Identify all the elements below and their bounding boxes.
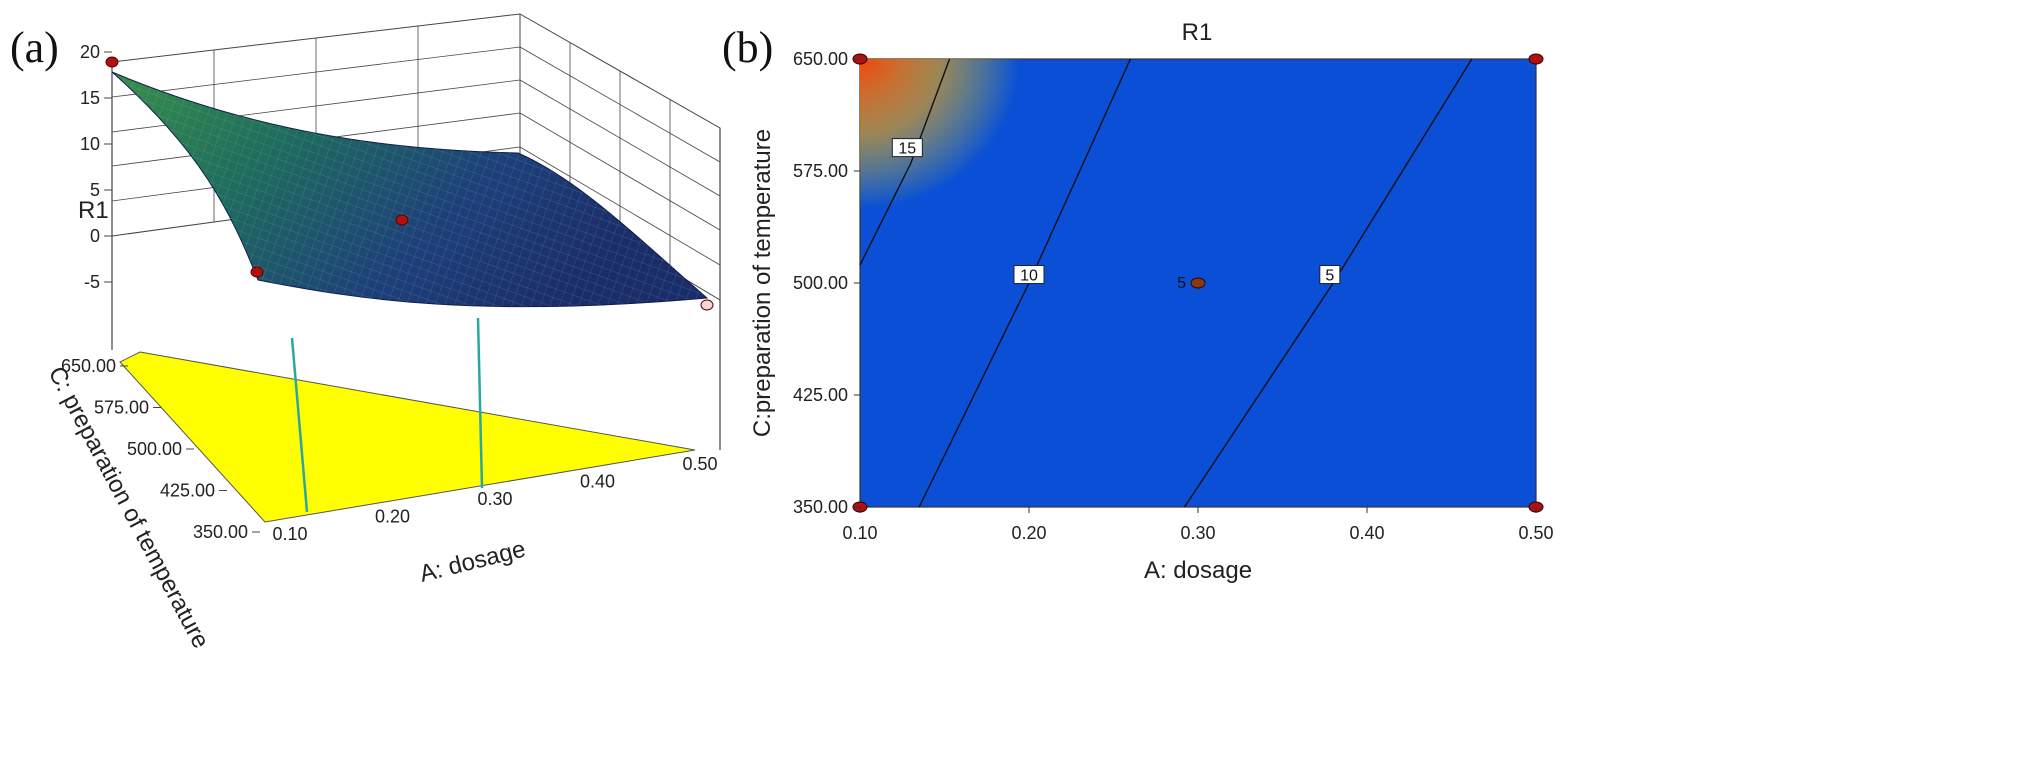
z-axis: 20 15 10 5 0 -5: [80, 42, 112, 292]
y-tick-label-b: 575.00: [793, 161, 848, 181]
z-tick-label: 10: [80, 134, 100, 154]
y-tick-label-b: 425.00: [793, 385, 848, 405]
contour-label-box: [1013, 265, 1045, 285]
x-tick-label-b: 0.20: [1011, 523, 1046, 543]
y-tick-label: 500.00: [127, 439, 182, 459]
y-tick-label: 425.00: [160, 481, 215, 501]
contour-line: [859, 58, 951, 266]
surface-design-point: [395, 214, 409, 226]
x-tick-label: 0.10: [272, 524, 307, 544]
x-axis-title-a: A: dosage: [417, 535, 528, 587]
floor-contour-2: [476, 317, 484, 489]
surface-design-point: [250, 266, 264, 278]
y-tick-label-b: 500.00: [793, 273, 848, 293]
y-tick-label-b: 350.00: [793, 497, 848, 517]
contour-label-box: [891, 138, 923, 158]
hot-region: [860, 59, 1020, 209]
contour-label-box: [1319, 265, 1341, 285]
z-tick-label: -5: [84, 272, 100, 292]
contour-lines: 15 10 5: [859, 58, 1473, 508]
x-tick-label-b: 0.40: [1349, 523, 1384, 543]
surface-design-point: [105, 56, 119, 68]
contour-label: 15: [898, 141, 916, 158]
contour-label: 10: [1020, 268, 1038, 285]
contour-design-point: [1190, 277, 1206, 289]
response-surface: [111, 71, 709, 308]
panel-label-b: (b): [722, 23, 773, 72]
contour-label: 5: [1325, 268, 1334, 285]
y-tick-label: 650.00: [61, 356, 116, 376]
x-axis-b: 0.10 0.20 0.30 0.40 0.50: [842, 507, 1554, 543]
contour-design-point: [1528, 53, 1544, 65]
z-tick-label: 15: [80, 88, 100, 108]
z-tick-label: 5: [90, 180, 100, 200]
design-point-label: 5: [1177, 275, 1186, 292]
x-tick-label-b: 0.50: [1518, 523, 1553, 543]
x-tick-label-b: 0.10: [842, 523, 877, 543]
x-tick-label: 0.50: [682, 454, 717, 474]
contour-plot-panel: (b) R1 15 10 5 5 0.10 0.20 0.30 0.40 0.50 650.…: [722, 19, 1554, 584]
surface-design-points: [105, 56, 714, 311]
x-axis-a: 0.10 0.20 0.30 0.40 0.50: [272, 454, 717, 544]
x-tick-label-b: 0.30: [1180, 523, 1215, 543]
floor-contour-1: [290, 337, 309, 513]
y-tick-label: 350.00: [193, 522, 248, 542]
surface-plot-panel: (a): [10, 13, 721, 653]
y-tick-label-b: 650.00: [793, 49, 848, 69]
z-tick-label: 0: [90, 226, 100, 246]
x-tick-label: 0.30: [477, 489, 512, 509]
surface-design-point: [700, 299, 714, 311]
floor-projection: [119, 351, 696, 523]
y-axis-b: 650.00 575.00 500.00 425.00 350.00: [793, 49, 860, 517]
x-tick-label: 0.20: [375, 507, 410, 527]
panel-label-a: (a): [10, 23, 59, 72]
z-tick-label: 20: [80, 42, 100, 62]
contour-title: R1: [1182, 19, 1213, 46]
y-axis-title-b: C:preparation of temperature: [749, 129, 776, 437]
y-axis-a: 650.00 575.00 500.00 425.00 350.00: [61, 356, 260, 542]
y-tick-label: 575.00: [94, 398, 149, 418]
x-axis-title-b: A: dosage: [1144, 557, 1252, 584]
x-tick-label: 0.40: [580, 472, 615, 492]
z-axis-title: R1: [78, 197, 109, 224]
